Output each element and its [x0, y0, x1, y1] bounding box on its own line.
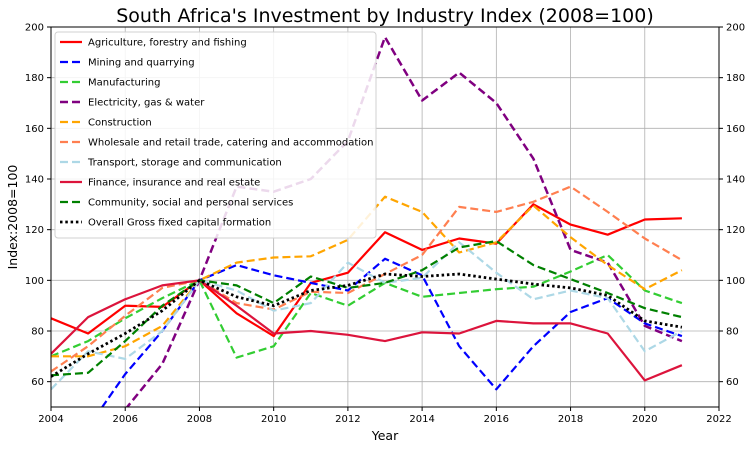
y-tick-label-left: 180	[25, 73, 44, 84]
x-tick-label: 2006	[112, 414, 137, 425]
y-tick-label-right: 120	[726, 225, 745, 236]
x-tick-label: 2020	[632, 414, 657, 425]
x-tick-label: 2012	[335, 414, 360, 425]
series-line-5	[51, 185, 683, 373]
x-axis-label: Year	[371, 428, 399, 443]
legend-entry-2: Manufacturing	[88, 78, 160, 89]
y-tick-label-left: 120	[25, 225, 44, 236]
series-line-2	[51, 253, 683, 359]
x-tick-label: 2016	[484, 414, 509, 425]
plot-frame	[50, 26, 720, 408]
series-line-7	[51, 279, 683, 382]
series-line-0	[51, 203, 682, 338]
x-tick-label: 2008	[187, 414, 212, 425]
y-tick-label-left: 80	[31, 327, 44, 338]
x-tick-label: 2004	[38, 414, 63, 425]
y-tick-label-right: 100	[726, 276, 745, 287]
x-tick-label: 2014	[409, 414, 434, 425]
legend: Agriculture, forestry and fishing Mining …	[54, 31, 377, 239]
axis-ticks: 2004 2006 2008 2010 2012 2014 2016 2018 2020 2022…	[25, 23, 745, 426]
legend-entry-9: Overall Gross fixed capital formation	[88, 218, 271, 229]
series-line-8	[51, 240, 683, 377]
legend-entry-3: Electricity, gas & water	[88, 98, 205, 109]
y-tick-label-right: 180	[726, 73, 745, 84]
y-tick-label-right: 80	[726, 327, 739, 338]
y-axis-label: Index:2008=100	[5, 165, 20, 270]
x-tick-label: 2022	[706, 414, 731, 425]
legend-entry-8: Community, social and personal services	[88, 198, 293, 209]
legend-entry-6: Transport, storage and communication	[87, 158, 282, 169]
series-line-6	[51, 241, 683, 391]
x-tick-label: 2018	[558, 414, 583, 425]
y-tick-label-left: 140	[25, 175, 44, 186]
y-tick-label-right: 200	[726, 23, 745, 34]
y-tick-label-left: 100	[25, 276, 44, 287]
series-line-9	[51, 272, 683, 378]
legend-entry-1: Mining and quarrying	[88, 58, 195, 69]
legend-entry-7: Finance, insurance and real estate	[88, 178, 260, 189]
legend-entry-5: Wholesale and retail trade, catering and…	[88, 138, 373, 149]
y-tick-label-right: 60	[726, 377, 739, 388]
y-tick-label-right: 140	[726, 175, 745, 186]
x-tick-label: 2010	[261, 414, 286, 425]
y-tick-label-left: 60	[31, 377, 44, 388]
legend-entry-0: Agriculture, forestry and fishing	[88, 38, 247, 49]
y-tick-label-left: 200	[25, 23, 44, 34]
legend-entry-4: Construction	[88, 118, 152, 129]
chart-title: South Africa's Investment by Industry In…	[116, 5, 654, 27]
series-line-1	[100, 257, 683, 407]
y-tick-label-left: 160	[25, 124, 44, 135]
legend-box	[54, 31, 377, 239]
y-tick-label-right: 160	[726, 124, 745, 135]
